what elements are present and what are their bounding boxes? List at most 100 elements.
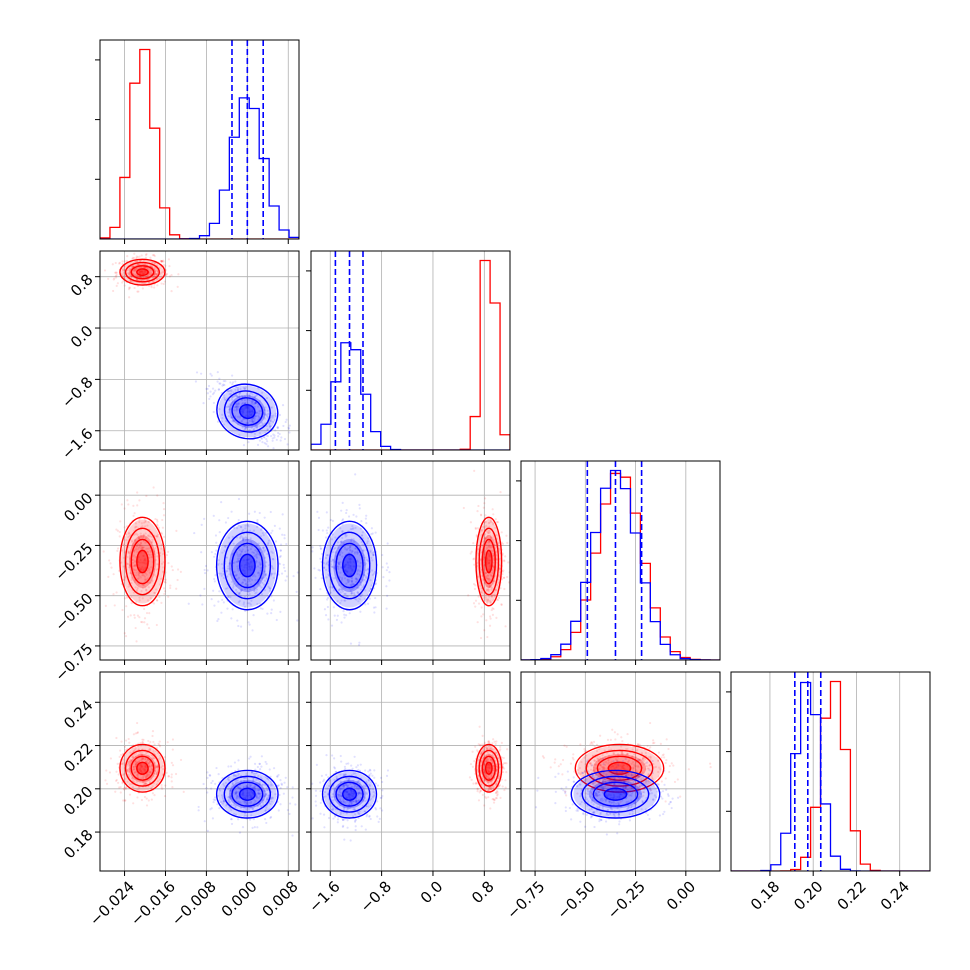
scatter-point [657, 775, 660, 778]
scatter-point [230, 617, 233, 620]
scatter-point [127, 761, 131, 764]
density-red [476, 519, 502, 604]
scatter-point [211, 779, 214, 783]
scatter-point [134, 569, 137, 572]
scatter-point [355, 586, 359, 589]
scatter-point [239, 625, 243, 628]
scatter-point [243, 572, 247, 575]
scatter-point [220, 574, 223, 577]
scatter-point [147, 626, 151, 630]
scatter-point [638, 759, 641, 762]
scatter-point [269, 784, 272, 787]
scatter-point [322, 778, 326, 781]
scatter-point [647, 756, 650, 759]
scatter-point [362, 800, 365, 803]
scatter-point [254, 575, 257, 578]
scatter-point [129, 596, 133, 599]
scatter-point [489, 788, 492, 791]
scatter-point [626, 753, 629, 756]
scatter-point [262, 534, 265, 537]
scatter-point [218, 807, 221, 810]
scatter-point [231, 400, 234, 404]
scatter-point [346, 790, 349, 793]
scatter-point [487, 770, 490, 773]
scatter-point [584, 792, 587, 795]
scatter-point [224, 521, 228, 524]
scatter-point [286, 808, 289, 812]
scatter-point [350, 580, 353, 583]
scatter-point [386, 594, 389, 597]
scatter-point [363, 578, 366, 582]
scatter-point [624, 768, 627, 771]
scatter-point [277, 784, 280, 787]
scatter-point [323, 608, 327, 611]
scatter-point [128, 267, 131, 271]
scatter-point [156, 599, 159, 602]
scatter-point [134, 764, 137, 767]
scatter-point [143, 621, 146, 624]
scatter-point [362, 573, 366, 577]
scatter-point [234, 791, 237, 794]
scatter-point [136, 263, 140, 266]
scatter-point [489, 585, 492, 588]
scatter-point [144, 776, 147, 779]
scatter-point [242, 544, 246, 547]
scatter-point [276, 775, 279, 778]
scatter-point [345, 790, 349, 794]
scatter-point [228, 567, 231, 570]
scatter-point [256, 804, 259, 808]
scatter-point [489, 786, 492, 789]
scatter-point [228, 796, 232, 800]
scatter-point [141, 574, 144, 577]
scatter-point [142, 584, 145, 587]
scatter-point [243, 578, 246, 581]
scatter-point [369, 549, 372, 552]
scatter-point [472, 602, 476, 605]
scatter-point [355, 551, 359, 554]
histogram-blue [731, 681, 930, 871]
density-red [481, 753, 497, 783]
scatter-point [660, 756, 663, 759]
scatter-point [348, 554, 351, 557]
scatter-point [239, 779, 243, 782]
scatter-point [376, 815, 379, 818]
scatter-point [337, 793, 340, 796]
scatter-point [494, 589, 497, 592]
scatter-point [132, 765, 135, 769]
scatter-point [489, 546, 493, 549]
scatter-point [259, 776, 262, 779]
scatter-point [152, 757, 155, 760]
scatter-point [262, 435, 266, 439]
scatter-point [359, 583, 363, 587]
scatter-point [254, 415, 257, 418]
density-red [128, 534, 156, 589]
scatter-point [372, 553, 375, 557]
scatter-point [137, 561, 140, 564]
scatter-point [149, 550, 152, 554]
scatter-point [324, 614, 328, 617]
scatter-point [355, 580, 358, 584]
scatter-point [141, 565, 144, 569]
scatter-point [371, 795, 375, 798]
scatter-point [350, 579, 353, 582]
scatter-point [642, 794, 645, 797]
scatter-point [143, 617, 147, 620]
scatter-point [344, 773, 347, 776]
scatter-point [349, 794, 352, 797]
scatter-point [337, 783, 340, 787]
scatter-point [150, 798, 153, 801]
scatter-point [138, 271, 141, 274]
scatter-point [154, 273, 157, 276]
scatter-point [488, 585, 491, 588]
scatter-point [223, 549, 226, 552]
scatter-point [343, 565, 346, 568]
scatter-point [237, 759, 240, 762]
scatter-point [261, 576, 264, 580]
scatter-point [144, 578, 147, 581]
scatter-point [478, 584, 482, 588]
scatter-point [620, 752, 623, 755]
scatter-point [137, 753, 140, 756]
scatter-point [490, 758, 493, 762]
scatter-point [136, 614, 140, 617]
scatter-point [143, 767, 146, 771]
